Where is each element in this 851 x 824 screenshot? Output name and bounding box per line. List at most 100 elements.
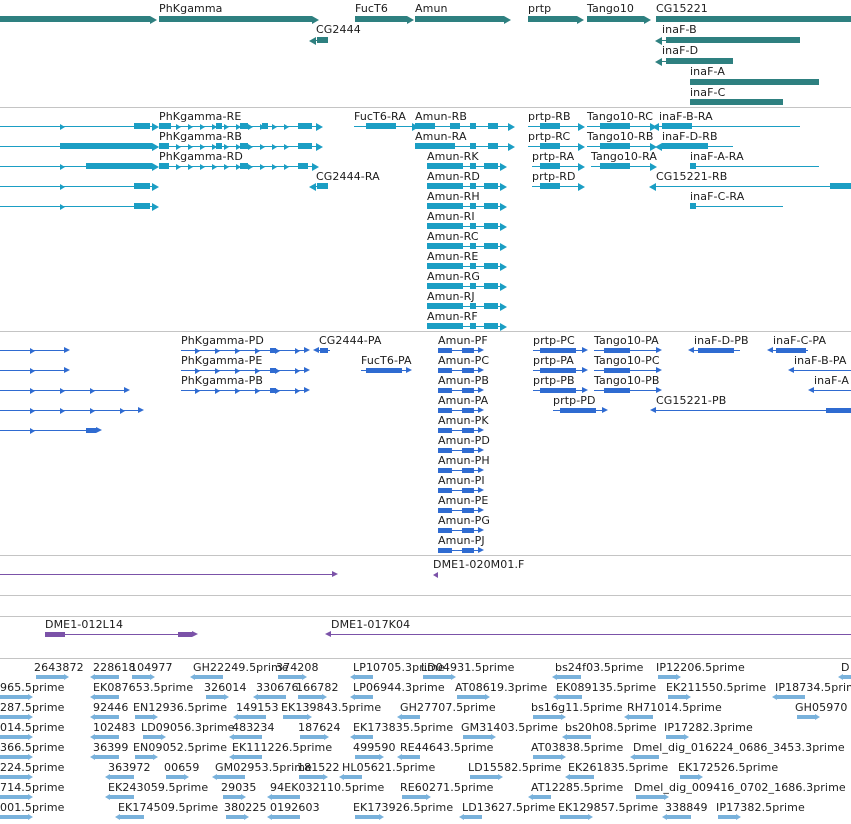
exon-block[interactable] [134,203,150,209]
est-feature[interactable] [355,675,373,679]
exon-block[interactable] [484,163,498,169]
est-feature[interactable] [132,675,150,679]
exon-block[interactable] [438,427,452,433]
exon-block[interactable] [470,283,476,289]
est-feature[interactable] [95,735,119,739]
exon-block[interactable] [470,143,476,149]
est-feature[interactable] [560,815,588,819]
est-feature[interactable] [110,775,134,779]
exon-block[interactable] [216,123,222,129]
exon-block[interactable] [540,123,560,129]
est-feature[interactable] [667,815,691,819]
est-feature[interactable] [636,795,664,799]
exon-block[interactable] [60,143,152,149]
exon-block[interactable] [462,387,474,393]
exon-block[interactable] [240,163,248,169]
exon-block[interactable] [159,123,171,129]
est-feature[interactable] [36,675,64,679]
est-feature[interactable] [283,715,307,719]
exon-block[interactable] [438,527,452,533]
est-feature[interactable] [355,695,373,699]
est-feature[interactable] [226,815,244,819]
est-feature[interactable] [135,715,153,719]
exon-block[interactable] [427,203,463,209]
est-feature[interactable] [300,735,324,739]
est-feature[interactable] [463,735,491,739]
exon-block[interactable] [134,183,150,189]
est-feature[interactable] [0,755,28,759]
est-feature[interactable] [0,695,28,699]
exon-block[interactable] [240,143,248,149]
exon-block[interactable] [298,163,308,169]
exon-block[interactable] [470,123,476,129]
est-feature[interactable] [533,795,551,799]
exon-block[interactable] [462,347,474,353]
est-feature[interactable] [258,695,286,699]
exon-block[interactable] [438,467,452,473]
exon-block[interactable] [320,347,328,353]
exon-block[interactable] [666,37,800,43]
exon-block[interactable] [470,163,476,169]
exon-block[interactable] [690,203,696,209]
est-feature[interactable] [0,775,28,779]
est-feature[interactable] [570,775,594,779]
exon-block[interactable] [298,143,312,149]
est-feature[interactable] [110,795,134,799]
est-feature[interactable] [344,775,362,779]
exon-block[interactable] [462,527,474,533]
est-feature[interactable] [567,735,591,739]
exon-block[interactable] [462,447,474,453]
est-feature[interactable] [298,695,322,699]
exon-block[interactable] [600,143,630,149]
exon-block[interactable] [450,123,460,129]
exon-block[interactable] [604,367,630,373]
exon-block[interactable] [240,123,248,129]
exon-block[interactable] [415,143,455,149]
est-feature[interactable] [95,755,119,759]
est-feature[interactable] [120,815,144,819]
exon-block[interactable] [438,547,452,553]
exon-block[interactable] [159,143,169,149]
exon-block[interactable] [470,323,476,329]
est-feature[interactable] [402,715,420,719]
est-feature[interactable] [797,715,815,719]
est-feature[interactable] [464,815,482,819]
est-feature[interactable] [135,755,153,759]
est-feature[interactable] [238,715,266,719]
exon-block[interactable] [270,367,276,373]
exon-block[interactable] [427,243,463,249]
exon-block[interactable] [470,243,476,249]
exon-block[interactable] [462,507,474,513]
est-feature[interactable] [533,755,561,759]
exon-block[interactable] [540,347,576,353]
exon-block[interactable] [86,427,96,433]
exon-block[interactable] [415,123,435,129]
exon-block[interactable] [427,303,463,309]
exon-block[interactable] [662,143,708,149]
exon-block[interactable] [540,143,560,149]
exon-block[interactable] [662,123,692,129]
exon-block[interactable] [270,387,276,393]
exon-block[interactable] [262,123,268,129]
exon-block[interactable] [317,183,328,189]
exon-block[interactable] [560,407,596,413]
est-feature[interactable] [206,695,224,699]
exon-block[interactable] [690,163,696,169]
exon-block[interactable] [666,58,733,64]
exon-block[interactable] [540,387,576,393]
est-feature[interactable] [0,795,28,799]
est-feature[interactable] [629,715,653,719]
exon-block[interactable] [776,347,806,353]
exon-block[interactable] [178,631,192,637]
exon-block[interactable] [587,16,644,22]
est-feature[interactable] [658,675,676,679]
exon-block[interactable] [462,407,474,413]
exon-block[interactable] [484,243,498,249]
est-feature[interactable] [355,735,373,739]
exon-block[interactable] [355,16,407,22]
exon-block[interactable] [427,263,463,269]
est-feature[interactable] [777,695,805,699]
exon-block[interactable] [470,203,476,209]
est-feature[interactable] [95,675,119,679]
